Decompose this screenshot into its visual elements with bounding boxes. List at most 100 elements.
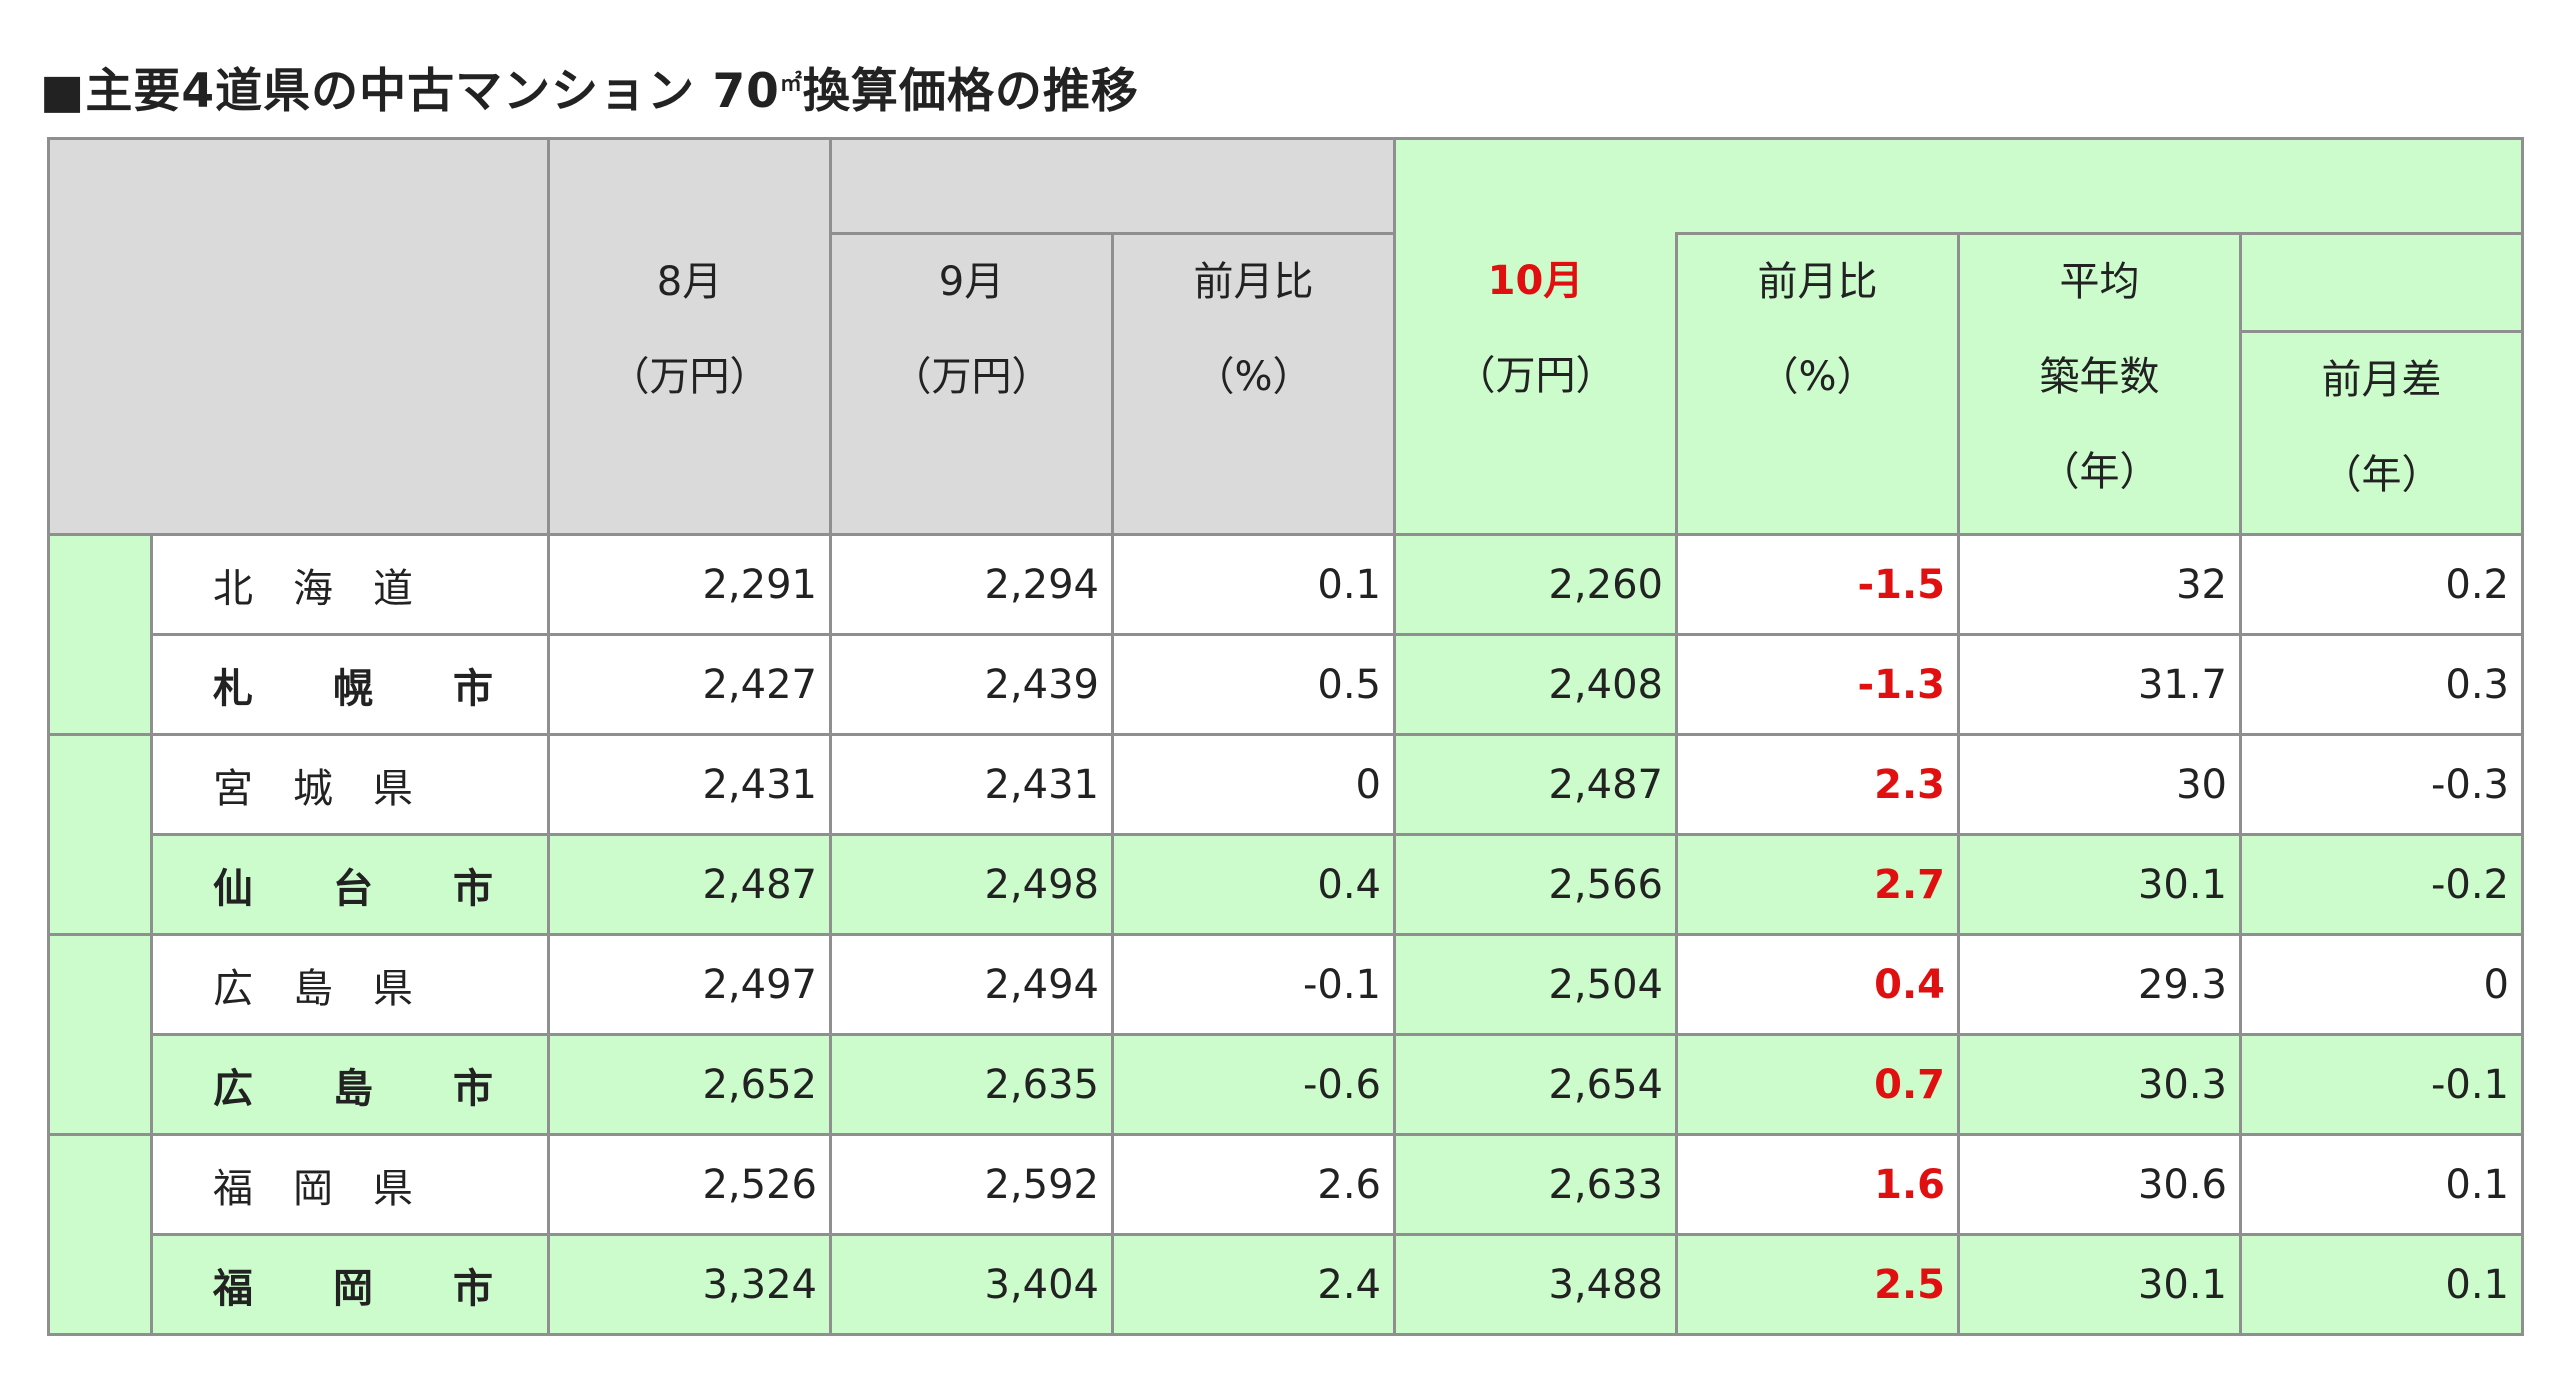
- cell-sep-ratio-value: 0.1: [1111, 533, 1396, 636]
- cell-aug-value: 2,427: [547, 633, 832, 736]
- cell-oct-value: 2,260: [1393, 533, 1678, 636]
- header-aug-unit: （万円）: [609, 354, 770, 400]
- cell-age-diff-value: 0.3: [2239, 633, 2524, 736]
- table-row: 広 島 県 2,497 2,494 -0.1 2,504 0.4 29.3 0: [47, 933, 2524, 1136]
- cell-age-diff-value: -0.2: [2239, 833, 2524, 936]
- row-name: 福 岡 県: [150, 1133, 550, 1236]
- header-sep-ratio-unit: （%）: [1194, 354, 1313, 400]
- price-table: 8月 （万円） 9月 （万円） 前月比 （%） 10月 （万円） 前月比 （%）…: [47, 137, 2524, 1336]
- cell-sep-value: 2,494: [829, 933, 1114, 1036]
- region-group-marker: [47, 1133, 153, 1336]
- cell-aug-value: 2,431: [547, 733, 832, 836]
- region-group-marker: [47, 733, 153, 936]
- table-row: 福 岡 市 3,324 3,404 2.4 3,488 2.5 30.1 0.1: [49, 1233, 2524, 1336]
- cell-oct-value: 2,566: [1393, 833, 1678, 936]
- cell-age-diff-value: -0.1: [2239, 1033, 2524, 1136]
- cell-age-diff-value: 0.1: [2239, 1133, 2524, 1236]
- cell-oct-ratio-value: -1.3: [1675, 633, 1960, 736]
- cell-aug-value: 2,291: [547, 533, 832, 636]
- header-sep-ratio: 前月比 （%）: [1111, 232, 1396, 536]
- region-group-marker: [47, 533, 153, 736]
- header-oct-group: [1393, 137, 2524, 234]
- cell-oct-ratio-value: 2.5: [1675, 1233, 1960, 1336]
- cell-oct-value: 2,487: [1393, 733, 1678, 836]
- cell-sep-value: 2,592: [829, 1133, 1114, 1236]
- header-oct-ratio-label: 前月比: [1757, 259, 1878, 305]
- header-oct-unit: （万円）: [1455, 352, 1616, 399]
- cell-sep-value: 2,498: [829, 833, 1114, 936]
- title-suffix: 換算価格の推移: [802, 64, 1139, 119]
- region-group-marker: [47, 933, 153, 1136]
- cell-aug-value: 2,487: [547, 833, 832, 936]
- cell-age-diff-value: 0: [2239, 933, 2524, 1036]
- header-age: 平均 築年数 （年）: [1957, 232, 2242, 536]
- cell-age-value: 30.3: [1957, 1033, 2242, 1136]
- header-age-line3: （年）: [2039, 449, 2160, 495]
- header-oct-month: 10月: [1487, 257, 1584, 304]
- table-row: 仙 台 市 2,487 2,498 0.4 2,566 2.7 30.1 -0.2: [49, 833, 2524, 936]
- row-name: 広 島 市: [150, 1033, 550, 1136]
- header-oct: 10月 （万円）: [1393, 233, 1678, 536]
- header-age-line2: 築年数: [2039, 354, 2160, 400]
- cell-sep-ratio-value: 2.6: [1111, 1133, 1396, 1236]
- header-age-diff-label: 前月差: [2321, 357, 2442, 403]
- cell-sep-ratio-value: 0.5: [1111, 633, 1396, 736]
- row-name: 広 島 県: [150, 933, 550, 1036]
- header-aug-month: 8月: [656, 259, 723, 305]
- table-row: 福 岡 県 2,526 2,592 2.6 2,633 1.6 30.6 0.1: [47, 1133, 2524, 1336]
- row-name: 宮 城 県: [150, 733, 550, 836]
- cell-oct-ratio-value: 2.3: [1675, 733, 1960, 836]
- cell-oct-value: 2,633: [1393, 1133, 1678, 1236]
- header-sep-unit: （万円）: [891, 354, 1052, 400]
- row-name: 仙 台 市: [150, 833, 550, 936]
- table-row: 広 島 市 2,652 2,635 -0.6 2,654 0.7 30.3 -0.1: [49, 1033, 2524, 1136]
- cell-aug-value: 2,652: [547, 1033, 832, 1136]
- cell-oct-ratio-value: 0.7: [1675, 1033, 1960, 1136]
- header-aug: 8月 （万円）: [547, 137, 832, 536]
- cell-age-diff-value: 0.1: [2239, 1233, 2524, 1336]
- cell-oct-value: 2,408: [1393, 633, 1678, 736]
- cell-age-value: 30.1: [1957, 833, 2242, 936]
- row-name: 札 幌 市: [150, 633, 550, 736]
- cell-sep-ratio-value: 2.4: [1111, 1233, 1396, 1336]
- cell-age-diff-value: -0.3: [2239, 733, 2524, 836]
- cell-oct-ratio-value: 0.4: [1675, 933, 1960, 1036]
- cell-oct-value: 2,654: [1393, 1033, 1678, 1136]
- cell-aug-value: 2,526: [547, 1133, 832, 1236]
- title-unit: ㎡: [779, 71, 803, 97]
- cell-oct-ratio-value: -1.5: [1675, 533, 1960, 636]
- cell-oct-ratio-value: 1.6: [1675, 1133, 1960, 1236]
- cell-age-value: 30: [1957, 733, 2242, 836]
- cell-age-value: 30.1: [1957, 1233, 2242, 1336]
- page-title: ■主要4道県の中古マンション 70㎡換算価格の推移: [40, 52, 1139, 121]
- header-age-diff: 前月差 （年）: [2239, 232, 2524, 536]
- header-age-line1: 平均: [2059, 259, 2140, 305]
- cell-oct-ratio-value: 2.7: [1675, 833, 1960, 936]
- table-row: 札 幌 市 2,427 2,439 0.5 2,408 -1.3 31.7 0.3: [49, 633, 2524, 736]
- cell-oct-value: 2,504: [1393, 933, 1678, 1036]
- cell-age-value: 32: [1957, 533, 2242, 636]
- cell-age-diff-value: 0.2: [2239, 533, 2524, 636]
- cell-aug-value: 3,324: [547, 1233, 832, 1336]
- cell-sep-value: 3,404: [829, 1233, 1114, 1336]
- cell-oct-value: 3,488: [1393, 1233, 1678, 1336]
- cell-sep-value: 2,635: [829, 1033, 1114, 1136]
- cell-sep-value: 2,294: [829, 533, 1114, 636]
- header-oct-ratio-unit: （%）: [1758, 354, 1877, 400]
- cell-sep-ratio-value: -0.6: [1111, 1033, 1396, 1136]
- cell-aug-value: 2,497: [547, 933, 832, 1036]
- row-name: 福 岡 市: [150, 1233, 550, 1336]
- row-name: 北 海 道: [150, 533, 550, 636]
- cell-sep-ratio-value: 0: [1111, 733, 1396, 836]
- table-row: 宮 城 県 2,431 2,431 0 2,487 2.3 30 -0.3: [47, 733, 2524, 936]
- cell-age-value: 31.7: [1957, 633, 2242, 736]
- table-body: 北 海 道 2,291 2,294 0.1 2,260 -1.5 32 0.2 札 幌 市 2,4…: [47, 533, 2524, 1336]
- table-row: 北 海 道 2,291 2,294 0.1 2,260 -1.5 32 0.2: [47, 533, 2524, 736]
- cell-age-value: 30.6: [1957, 1133, 2242, 1236]
- cell-sep-ratio-value: 0.4: [1111, 833, 1396, 936]
- header-blank: [47, 137, 550, 536]
- header-oct-ratio: 前月比 （%）: [1675, 232, 1960, 536]
- header-age-diff-unit: （年）: [2321, 452, 2442, 498]
- cell-sep-ratio-value: -0.1: [1111, 933, 1396, 1036]
- header-sep-month: 9月: [938, 259, 1005, 305]
